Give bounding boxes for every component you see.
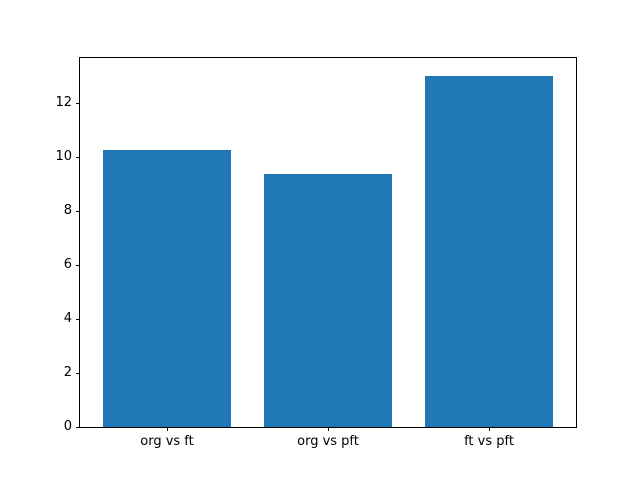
plot-area	[80, 58, 576, 427]
x-tick-mark	[489, 427, 490, 431]
y-tick-mark	[76, 427, 80, 428]
y-tick-label: 2	[63, 364, 72, 380]
x-tick-label: org vs ft	[140, 434, 194, 449]
y-tick-label: 4	[63, 310, 72, 326]
bar-org-vs-pft	[263, 174, 393, 427]
y-tick-mark	[76, 372, 80, 374]
bar-org-vs-ft	[102, 149, 232, 427]
y-tick-mark	[76, 264, 80, 266]
y-tick-mark	[76, 318, 80, 320]
y-tick-mark	[76, 156, 80, 158]
y-tick-label: 0	[63, 419, 72, 434]
bar-ft-vs-pft	[424, 75, 554, 427]
y-tick-mark	[76, 102, 80, 104]
x-tick-label: ft vs pft	[464, 434, 514, 449]
y-tick-mark	[76, 210, 80, 212]
y-tick-label: 8	[63, 202, 72, 218]
y-tick-label: 6	[63, 256, 72, 272]
y-tick-label: 12	[55, 94, 72, 110]
y-tick-label: 10	[55, 148, 72, 164]
x-tick-mark	[167, 427, 168, 431]
x-tick-label: org vs pft	[297, 434, 359, 449]
x-tick-mark	[328, 427, 329, 431]
